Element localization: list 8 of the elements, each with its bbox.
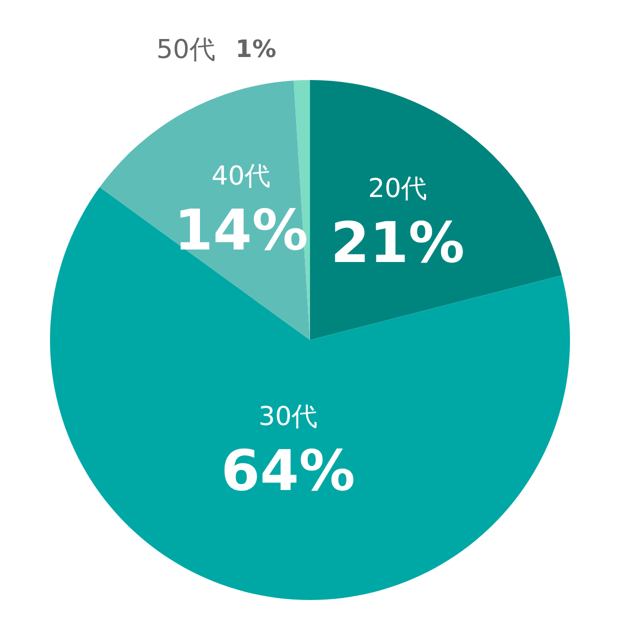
- data-label: 14%: [174, 198, 308, 264]
- data-label: 21%: [330, 211, 465, 276]
- data-label: 64%: [221, 438, 356, 504]
- slice-label: 50代: [156, 35, 216, 66]
- slice-label: 30代: [258, 402, 318, 432]
- slice-label: 40代: [212, 162, 271, 192]
- slice-label: 20代: [368, 174, 428, 204]
- data-label: 1%: [236, 35, 276, 64]
